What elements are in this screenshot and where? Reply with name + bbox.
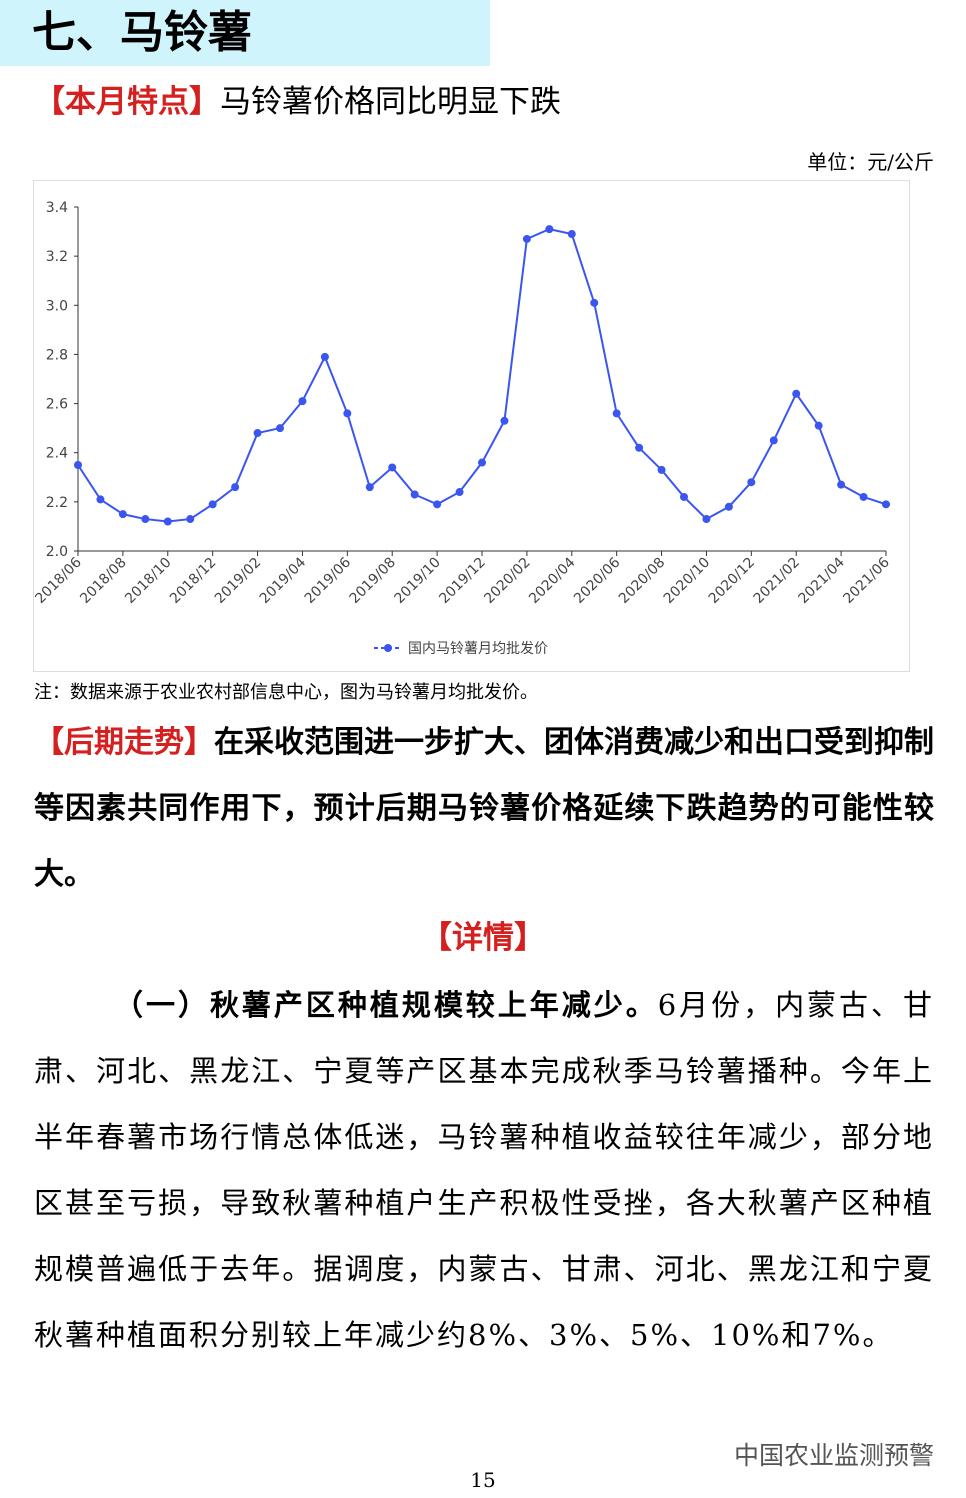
point xyxy=(859,492,868,501)
x-tick-label: 2020/02 xyxy=(481,555,533,607)
y-tick-label: 2.0 xyxy=(46,544,68,560)
point xyxy=(388,463,397,472)
chart: 2.02.22.42.62.83.03.23.42018/062018/0820… xyxy=(32,200,893,657)
y-tick-label: 2.2 xyxy=(46,495,68,511)
x-tick-label: 2019/06 xyxy=(302,554,355,607)
feature-text: 马铃薯价格同比明显下跌 xyxy=(220,84,561,120)
point xyxy=(837,480,846,489)
x-tick-label: 2019/08 xyxy=(347,555,399,607)
x-tick-label: 2018/10 xyxy=(122,555,174,607)
x-tick-label: 2020/06 xyxy=(571,554,624,607)
x-tick-label: 2019/10 xyxy=(391,555,443,607)
point xyxy=(702,515,711,524)
point xyxy=(612,409,621,418)
series-line xyxy=(77,228,887,523)
x-tick-label: 2020/04 xyxy=(526,554,579,607)
point xyxy=(792,389,801,398)
x-tick-label: 2020/08 xyxy=(616,555,668,607)
point xyxy=(118,510,127,519)
point xyxy=(231,483,240,492)
point xyxy=(343,409,352,418)
y-tick-label: 2.8 xyxy=(46,347,68,363)
point xyxy=(567,230,576,239)
point xyxy=(320,352,329,361)
paragraph: （一）秋薯产区种植规模较上年减少。6月份，内蒙古、甘肃、河北、黑龙江、宁夏等产区… xyxy=(34,972,934,1368)
x-tick-label: 2021/06 xyxy=(840,554,893,607)
page-number: 15 xyxy=(470,1468,496,1492)
paragraph-text: 6月份，内蒙古、甘肃、河北、黑龙江、宁夏等产区基本完成秋季马铃薯播种。今年上半年… xyxy=(34,988,934,1352)
watermark: 中国农业监测预警 xyxy=(733,1441,934,1470)
x-tick-label: 2018/08 xyxy=(77,555,129,607)
y-tick-label: 3.2 xyxy=(46,249,68,265)
x-tick-label: 2018/06 xyxy=(34,554,85,607)
point xyxy=(208,500,217,509)
unit: 单位：元/公斤 xyxy=(807,150,934,174)
x-tick-label: 2021/04 xyxy=(795,554,848,607)
point xyxy=(433,500,442,509)
point xyxy=(298,397,307,406)
trend-text: 在采收范围进一步扩大、团体消费减少和出口受到抑制等因素共同作用下，预计后期马铃薯… xyxy=(34,725,934,892)
point xyxy=(680,492,688,501)
point xyxy=(410,490,419,499)
trend: 【后期走势】在采收范围进一步扩大、团体消费减少和出口受到抑制等因素共同作用下，预… xyxy=(34,710,934,908)
point xyxy=(590,298,599,307)
point xyxy=(253,429,262,438)
note: 注：数据来源于农业农村部信息中心，图为马铃薯月均批发价。 xyxy=(34,682,538,703)
y-tick-label: 2.4 xyxy=(46,446,68,462)
point xyxy=(882,500,890,509)
point xyxy=(769,436,778,445)
point xyxy=(522,234,531,243)
x-tick-label: 2019/12 xyxy=(436,555,488,607)
point xyxy=(74,461,82,469)
y-tick-label: 3.0 xyxy=(46,298,68,314)
legend-label: 国内马铃薯月均批发价 xyxy=(408,641,548,657)
x-tick-label: 2019/02 xyxy=(212,555,264,607)
point xyxy=(657,465,666,474)
point xyxy=(455,488,464,497)
point xyxy=(276,424,284,433)
x-tick-label: 2021/02 xyxy=(751,555,803,607)
point xyxy=(500,416,509,425)
point xyxy=(365,483,374,492)
legend-marker xyxy=(384,644,392,652)
y-tick-label: 3.4 xyxy=(46,200,68,216)
point xyxy=(186,515,195,524)
x-tick-label: 2020/12 xyxy=(706,555,758,607)
point xyxy=(724,502,733,511)
chart-frame: 2.0 2.2 2.4 2.6 2.8 3.0 3.2 3.4 2018/06 2018/08 20… xyxy=(32,180,910,672)
point xyxy=(747,478,756,487)
point xyxy=(96,495,105,504)
details-heading: 【详情】 xyxy=(421,920,545,956)
point xyxy=(163,517,172,526)
y-tick-label: 2.6 xyxy=(46,397,68,413)
point xyxy=(478,458,486,467)
point xyxy=(814,421,823,430)
feature: 【本月特点】马铃薯价格同比明显下跌 xyxy=(34,80,561,124)
x-tick-label: 2018/12 xyxy=(167,555,219,607)
point xyxy=(635,443,644,452)
section-title: 七、马铃薯 xyxy=(0,0,490,66)
point xyxy=(141,515,150,524)
feature-label: 【本月特点】 xyxy=(34,84,220,120)
point xyxy=(545,225,554,234)
x-tick-label: 2019/04 xyxy=(257,554,310,607)
trend-label: 【后期走势】 xyxy=(34,725,214,760)
x-tick-label: 2020/10 xyxy=(661,555,713,607)
paragraph-lead: （一）秋薯产区种植规模较上年减少。 xyxy=(114,988,658,1022)
